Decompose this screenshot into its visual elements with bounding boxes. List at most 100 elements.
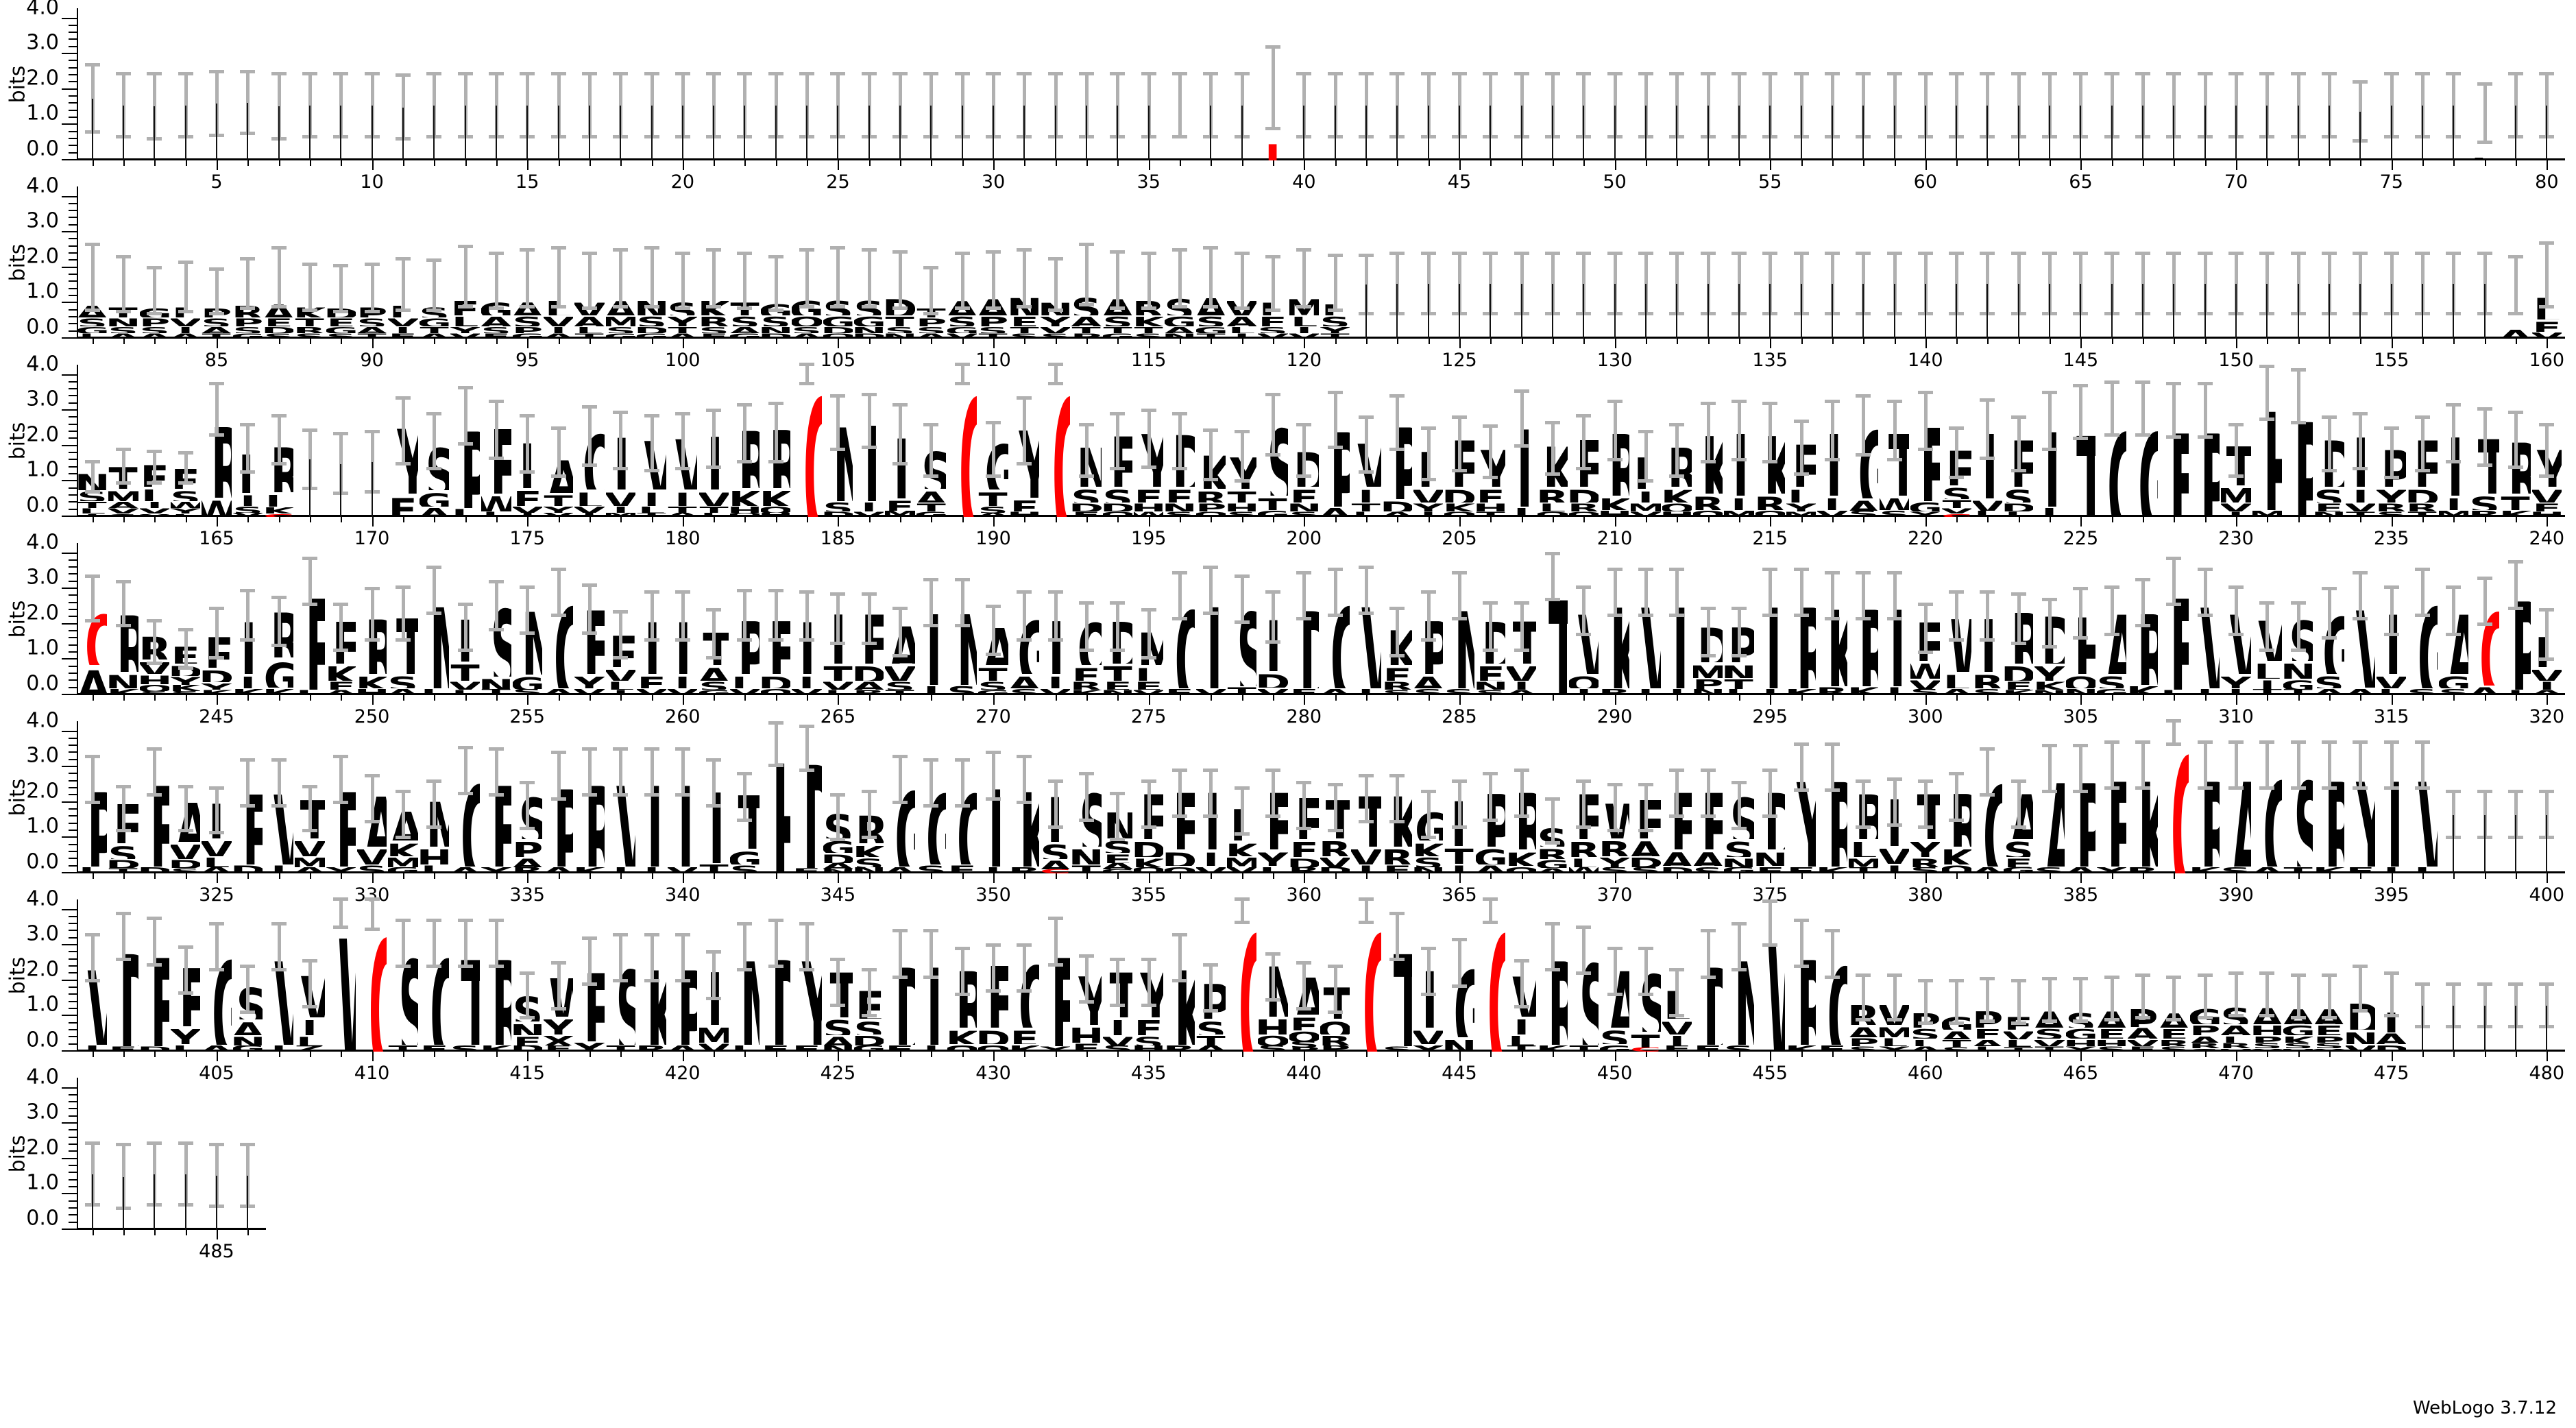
error-bar	[494, 254, 498, 309]
error-bar-cap	[2228, 786, 2244, 790]
residue-letter: E	[326, 317, 356, 326]
error-bar-cap	[2508, 982, 2523, 986]
error-bar-cap	[706, 71, 722, 75]
y-tick	[69, 1115, 77, 1117]
error-bar	[463, 605, 467, 651]
error-bar-cap	[1079, 772, 1095, 776]
x-tick	[1925, 339, 1927, 348]
error-bar-cap	[923, 578, 939, 582]
y-axis	[77, 1078, 78, 1230]
y-tick	[69, 437, 77, 439]
error-bar-cap	[1793, 567, 1809, 571]
x-tick	[1894, 873, 1896, 879]
error-bar-cap	[1514, 814, 1529, 819]
error-bar-cap	[333, 897, 349, 901]
error-bar	[1178, 414, 1182, 470]
y-tick	[69, 45, 77, 47]
residue-letter: L	[296, 1035, 324, 1045]
residue-letter: S	[1941, 485, 1971, 500]
x-tick	[868, 1052, 871, 1057]
x-tick	[1365, 517, 1368, 522]
residue-letter: V	[1227, 867, 1257, 873]
residue-letter: K	[2004, 690, 2034, 695]
residue-letter: Q	[140, 684, 169, 691]
error-bar-center	[837, 105, 839, 160]
x-tick	[1956, 517, 1958, 522]
x-tick	[1708, 160, 1710, 166]
x-tick	[1304, 1052, 1306, 1061]
error-bar-cap	[1079, 71, 1095, 75]
error-bar-cap	[706, 996, 722, 1000]
error-bar-cap	[2353, 80, 2368, 84]
error-bar-cap	[426, 612, 442, 616]
error-bar	[2514, 412, 2518, 468]
error-bar-center	[2017, 105, 2019, 160]
error-bar-cap	[1203, 814, 1219, 819]
error-bar-cap	[84, 978, 100, 982]
error-bar-cap	[2446, 790, 2462, 794]
residue-letter: V	[2283, 1048, 2313, 1052]
error-bar-cap	[178, 945, 193, 949]
error-bar-cap	[1079, 422, 1095, 426]
x-tick	[682, 873, 684, 883]
error-bar-cap	[2446, 252, 2462, 256]
error-bar-cap	[333, 649, 349, 653]
residue-letter: R	[1568, 839, 1599, 858]
x-tick	[962, 517, 964, 522]
x-tick	[651, 873, 653, 879]
error-bar-cap	[1047, 917, 1063, 921]
error-bar-cap	[1483, 476, 1498, 480]
residue-letter: I	[2507, 690, 2524, 695]
error-bar-cap	[2383, 633, 2399, 637]
y-axis-label: bits	[5, 1135, 30, 1173]
error-bar-cap	[1886, 252, 1902, 256]
residue-letter: K	[1506, 849, 1537, 866]
error-bar-cap	[954, 578, 970, 582]
y-tick	[69, 487, 77, 489]
residue-letter: W	[481, 494, 511, 511]
error-bar-cap	[1700, 401, 1716, 405]
y-tick-label: 1.0	[26, 1170, 59, 1195]
error-bar	[2452, 405, 2456, 462]
residue-letter: I	[1514, 1017, 1530, 1035]
residue-letter: T	[1507, 1045, 1536, 1052]
error-bar-cap	[1047, 308, 1063, 312]
error-bar-cap	[426, 779, 442, 783]
error-bar-cap	[1358, 920, 1374, 924]
error-bar	[2235, 973, 2239, 1017]
residue-letter: V	[637, 430, 667, 489]
error-bar-cap	[2228, 633, 2244, 637]
residue-letter: C	[1941, 513, 1971, 517]
residue-letter: L	[2160, 690, 2188, 695]
error-bar	[2452, 587, 2456, 636]
error-bar-cap	[2353, 740, 2368, 744]
error-bar-center	[1147, 105, 1150, 160]
error-bar-cap	[302, 959, 317, 963]
residue-letter: G	[1724, 867, 1753, 873]
error-bar-cap	[799, 304, 815, 308]
error-bar-cap	[2259, 601, 2275, 605]
x-tick	[1738, 517, 1740, 522]
error-bar-cap	[1234, 306, 1250, 311]
x-tick	[216, 160, 218, 170]
residue-letter: T	[420, 326, 449, 334]
error-bar-cap	[2042, 391, 2058, 395]
residue-letter: S	[263, 333, 294, 339]
x-tick	[1708, 695, 1710, 701]
x-tick	[216, 695, 218, 705]
residue-letter: S	[1041, 841, 1071, 860]
error-bar-cap	[2415, 740, 2431, 744]
residue-letter: V	[1102, 1035, 1133, 1045]
residue-letter: S	[854, 857, 884, 867]
x-tick	[2422, 339, 2425, 344]
error-bar-center	[371, 105, 373, 160]
residue-letter: E	[1476, 663, 1505, 681]
error-bar-cap	[1141, 825, 1156, 829]
error-bar	[1986, 979, 1990, 1022]
residue-letter: S	[1599, 1028, 1630, 1044]
error-bar	[1116, 603, 1120, 651]
error-bar-cap	[1172, 617, 1188, 620]
residue-letter: Y	[1786, 503, 1816, 512]
residue-letter: G	[1910, 501, 1940, 511]
error-bar-cap	[1420, 477, 1436, 481]
